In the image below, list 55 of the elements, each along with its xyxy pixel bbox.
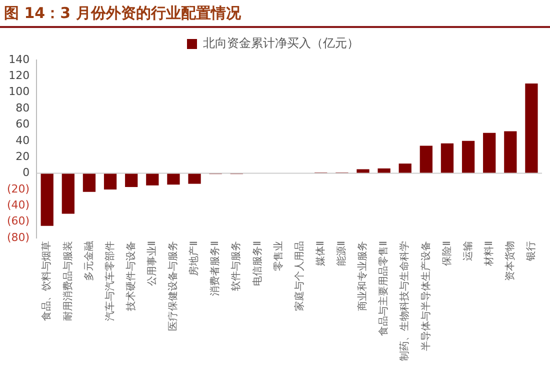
y-tick-label: 120 xyxy=(8,69,30,82)
bar xyxy=(356,169,370,173)
bar xyxy=(188,174,201,184)
x-tick-label: 医疗保健设备与服务 xyxy=(167,241,180,331)
bar xyxy=(104,174,117,190)
x-tick-label: 运输 xyxy=(462,241,474,261)
x-tick-label: 资本货物 xyxy=(504,241,516,281)
bar xyxy=(378,168,390,173)
x-tick-label: 公用事业Ⅱ xyxy=(146,241,158,286)
y-tick-label: (60) xyxy=(6,214,30,228)
y-tick-label: 40 xyxy=(16,134,30,147)
x-tick-label: 汽车与汽车零部件 xyxy=(104,241,116,321)
x-tick-label: 能源Ⅱ xyxy=(336,241,348,266)
bar xyxy=(82,174,96,192)
bar xyxy=(62,174,74,214)
y-tick-label: 140 xyxy=(8,52,30,66)
x-tick-label: 消费者服务Ⅱ xyxy=(209,241,222,296)
bar xyxy=(420,146,432,173)
x-tick-label: 耐用消费品与服装 xyxy=(62,241,74,321)
x-tick-label: 多元金融 xyxy=(82,241,95,281)
x-tick-label: 零售业 xyxy=(272,241,284,271)
x-tick-label: 软件与服务 xyxy=(230,241,242,291)
y-tick-label: (40) xyxy=(6,198,30,212)
x-tick-label: 保险Ⅱ xyxy=(440,241,453,266)
bar xyxy=(125,174,138,188)
x-tick-label: 家庭与个人用品 xyxy=(293,241,306,311)
x-tick-label: 食品与主要用品零售Ⅱ xyxy=(378,241,390,336)
x-tick-label: 银行 xyxy=(526,241,538,262)
legend-label: 北向资金累计净买入（亿元） xyxy=(203,36,359,50)
x-tick-label: 电信服务Ⅱ xyxy=(251,241,264,286)
x-tick-label: 材料Ⅱ xyxy=(482,241,495,267)
bar xyxy=(146,174,159,186)
bar xyxy=(40,174,54,226)
x-tick-label: 食品、饮料与烟草 xyxy=(40,241,53,321)
y-tick-label: 80 xyxy=(16,101,30,114)
y-tick-label: (80) xyxy=(6,230,30,244)
x-tick-label: 媒体Ⅱ xyxy=(314,241,326,266)
x-tick-label: 制药、生物科技与生命科学 xyxy=(398,241,411,361)
chart-title: 图 14：3 月份外资的行业配置情况 xyxy=(0,0,550,28)
bar xyxy=(504,131,517,173)
y-tick-label: 0 xyxy=(22,166,30,180)
x-tick-label: 商业和专业服务 xyxy=(356,241,369,311)
y-tick-label: 60 xyxy=(16,118,30,131)
y-tick-label: (20) xyxy=(6,182,30,196)
bar xyxy=(398,164,412,173)
x-tick-label: 技术硬件与设备 xyxy=(124,241,137,312)
bar xyxy=(462,140,475,173)
x-tick-label: 半导体与半导体生产设备 xyxy=(420,241,432,351)
bar xyxy=(483,132,496,173)
y-tick-label: 100 xyxy=(8,85,30,98)
bar xyxy=(167,174,180,185)
bar xyxy=(525,83,538,173)
bar xyxy=(440,143,454,173)
y-tick-label: 20 xyxy=(16,150,30,163)
x-tick-label: 房地产Ⅱ xyxy=(188,241,200,276)
